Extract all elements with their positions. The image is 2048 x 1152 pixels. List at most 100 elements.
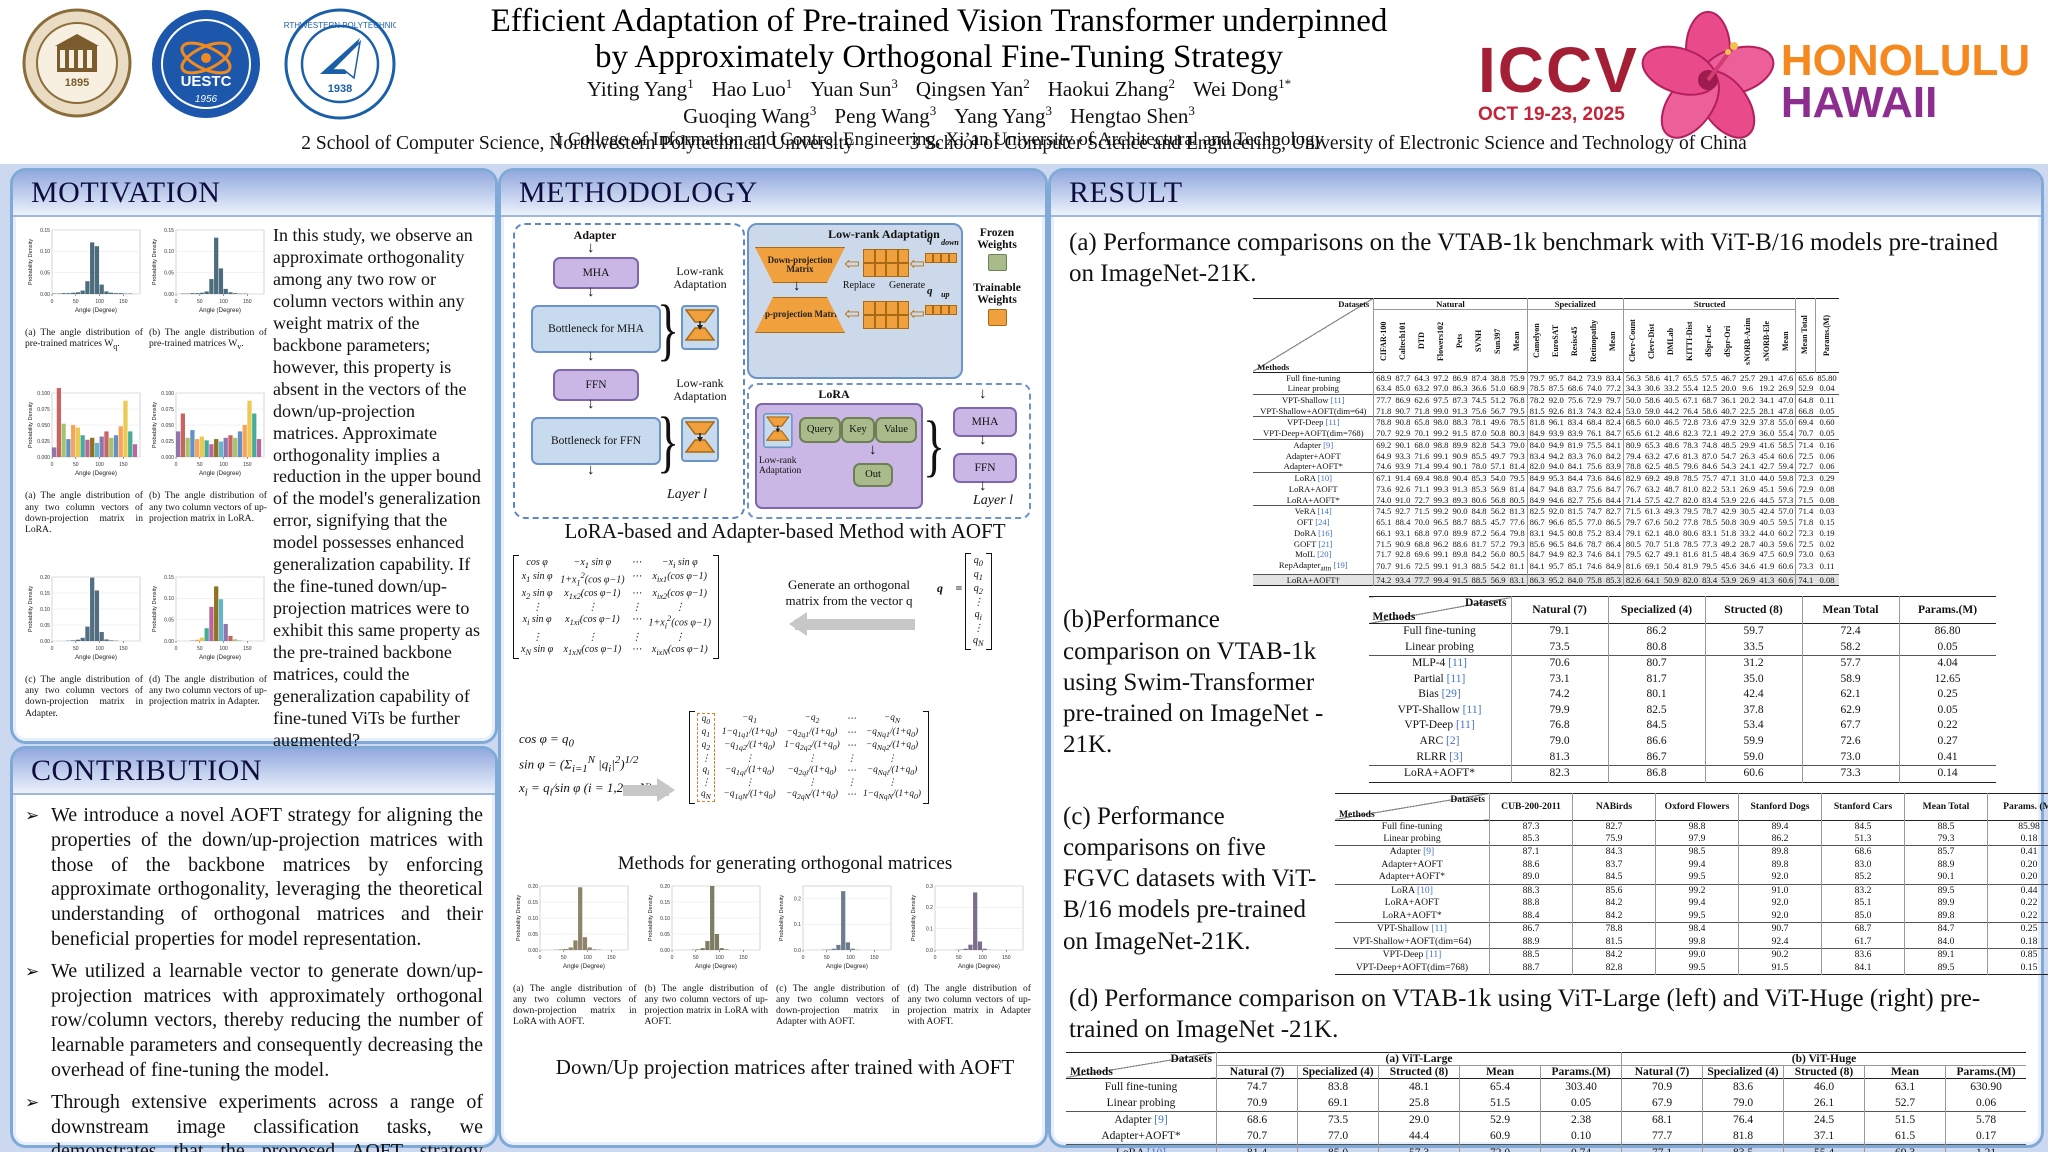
value-cell: 47.6 (1663, 450, 1680, 461)
value-cell: 0.74 (1540, 1144, 1622, 1152)
matrix-cell: ⋮ (846, 778, 856, 789)
value-cell: 74.8 (1700, 438, 1720, 451)
value-cell: 67.1 (1373, 472, 1394, 484)
grey-arrow-right-icon (623, 778, 675, 802)
value-cell: 57.1 (1490, 461, 1506, 472)
value-cell: 88.5 (1904, 820, 1988, 834)
motivation-title: MOTIVATION (31, 176, 221, 209)
value-cell: 47.8 (1778, 405, 1794, 416)
method-cell: LoRA [10] (1066, 1144, 1217, 1152)
value-cell: 86.4 (1605, 538, 1621, 549)
svg-text:100: 100 (715, 955, 724, 961)
value-cell: 56.0 (1490, 549, 1506, 560)
value-cell: 84.7 (1526, 549, 1547, 560)
column-header: Mean (1459, 1065, 1541, 1079)
lora-label: LoRA (818, 387, 850, 401)
value-cell: 81.8 (1702, 1127, 1784, 1145)
matrix-cell: qN (973, 635, 984, 648)
value-cell: 60.0 (1642, 416, 1662, 429)
brace: } (657, 291, 680, 368)
svg-text:0.20: 0.20 (40, 575, 50, 581)
svg-text:0.00: 0.00 (164, 639, 174, 645)
column-header: Mean Total (1795, 298, 1816, 372)
value-cell: 72.5 (1795, 450, 1816, 462)
value-cell: 72.6 (1801, 734, 1899, 750)
method-cell: Bias [29] (1418, 688, 1461, 701)
value-cell: 83.4 (1700, 573, 1720, 586)
value-cell: 0.06 (1819, 450, 1835, 461)
value-cell: 80.6 (1471, 494, 1487, 505)
weight-cell (874, 301, 886, 315)
value-cell: 78.5 (1683, 538, 1699, 549)
column-header: Params.(M) (1540, 1065, 1622, 1079)
value-cell: 57.2 (1490, 538, 1506, 549)
value-cell: 20.2 (1738, 393, 1758, 406)
value-cell: 71.4 (1795, 505, 1816, 518)
value-cell: 86.80 (1898, 623, 1996, 640)
weight-cell (925, 305, 933, 315)
value-cell: 59.4 (1778, 461, 1794, 472)
svg-text:0.15: 0.15 (40, 591, 50, 597)
matrix-cell: ⋮ (631, 602, 642, 614)
value-cell: 64.9 (1373, 450, 1394, 462)
value-cell: 48.5 (1719, 438, 1739, 451)
value-cell: 96.5 (1548, 538, 1564, 549)
value-cell: 80.5 (1509, 494, 1525, 505)
value-cell: 82.9 (1622, 472, 1643, 484)
value-cell: 88.6 (1489, 858, 1573, 872)
table-row: Full fine-tuning 74.7 83.8 48.1 65.4 303.40 70… (1066, 1078, 2026, 1095)
motivation-header: MOTIVATION (13, 171, 495, 217)
value-cell: 86.7 (1526, 517, 1547, 528)
value-cell: 48.7 (1663, 483, 1680, 494)
svg-text:0: 0 (175, 462, 178, 468)
value-cell: 0.06 (1819, 461, 1835, 472)
value-cell: 94.5 (1548, 527, 1564, 538)
value-cell: 92.0 (1546, 393, 1566, 406)
value-cell: 82.7 (1572, 820, 1656, 834)
svg-text:0: 0 (933, 955, 936, 961)
matrix-cell: −qNq2/(1+q0) (865, 739, 919, 752)
value-cell: 92.8 (1395, 549, 1411, 560)
value-cell: 52.7 (1864, 1094, 1946, 1112)
value-cell: 78.7 (1700, 505, 1720, 518)
matrix-cell: ⋮ (674, 631, 685, 643)
value-cell: 56.3 (1622, 372, 1643, 384)
svg-text:0.05: 0.05 (40, 623, 50, 629)
value-cell: 80.9 (1622, 438, 1643, 451)
value-cell: 83.7 (1567, 483, 1583, 494)
svg-text:0: 0 (51, 299, 54, 305)
result-caption-d: (d) Performance comparison on VTAB-1k us… (1069, 985, 1981, 1044)
svg-text:Probability Density: Probability Density (516, 895, 522, 942)
svg-text:50: 50 (824, 955, 830, 961)
ffn-box: FFN (953, 453, 1017, 483)
value-cell: 12.65 (1898, 671, 1996, 688)
value-cell: 99.8 (1655, 935, 1739, 949)
svg-text:0: 0 (175, 646, 178, 652)
svg-text:50: 50 (197, 646, 203, 652)
svg-text:50: 50 (73, 299, 79, 305)
value-cell: 58.6 (1644, 372, 1660, 383)
value-cell: 59.5 (1778, 517, 1794, 528)
value-cell: 84.6 (1603, 472, 1624, 484)
table-row: VPT-Deep [11] 76.8 84.5 53.4 67.7 0.22 (1369, 718, 1996, 734)
column-header: sNORB-Azim (1742, 316, 1752, 365)
value-cell: 65.5 (1683, 372, 1699, 383)
corner-datasets-label: Datasets (1450, 793, 1485, 805)
value-cell: 71.5 (1622, 505, 1643, 518)
value-cell: 88.6 (1452, 538, 1468, 549)
svg-text:Probability Density: Probability Density (648, 895, 654, 942)
value-cell: 70.7 (1795, 428, 1816, 440)
value-cell: 79.6 (1683, 461, 1699, 472)
svg-text:0.20: 0.20 (528, 884, 538, 890)
value-cell: 91.6 (1395, 561, 1411, 572)
value-cell: 81.7 (1607, 671, 1705, 688)
value-cell: 51.8 (1663, 538, 1680, 549)
value-cell: 58.9 (1801, 671, 1899, 688)
value-cell: 81.3 (1510, 749, 1608, 766)
value-cell: 33.2 (1740, 527, 1756, 538)
value-cell: 79.0 (1510, 734, 1608, 750)
nwpu-logo: NORTHWESTERN POLYTECHNICAL 1938 (272, 8, 409, 125)
flow-arrow-icon: ↓ (979, 386, 987, 402)
chart-caption: (a) The angle distribution of any two co… (513, 983, 637, 1028)
value-cell: 71.8 (1373, 405, 1394, 417)
